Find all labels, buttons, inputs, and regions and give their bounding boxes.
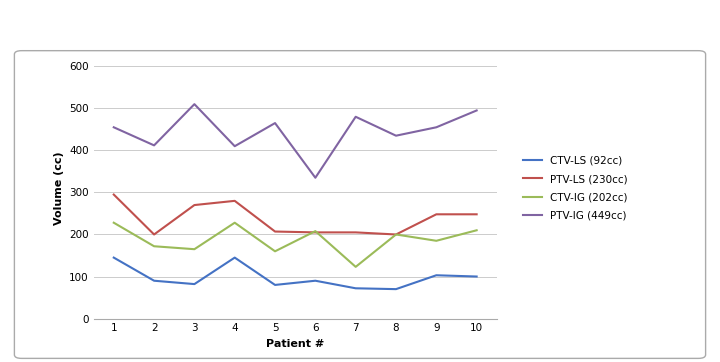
PTV-LS (230cc) <box>351 230 360 235</box>
PTV-IG (449cc) <box>472 108 481 113</box>
CTV-IG (202cc) <box>392 232 400 237</box>
PTV-LS (230cc) <box>311 230 320 235</box>
CTV-IG (202cc) <box>351 265 360 269</box>
PTV-LS (230cc) <box>109 192 118 197</box>
CTV-LS (92cc) <box>190 282 199 286</box>
CTV-IG (202cc) <box>109 220 118 225</box>
CTV-IG (202cc) <box>230 220 239 225</box>
CTV-IG (202cc) <box>432 239 441 243</box>
CTV-LS (92cc) <box>392 287 400 291</box>
PTV-IG (449cc) <box>392 134 400 138</box>
PTV-LS (230cc) <box>271 230 279 234</box>
PTV-IG (449cc) <box>271 121 279 125</box>
Line: PTV-IG (449cc): PTV-IG (449cc) <box>114 104 477 178</box>
CTV-LS (92cc) <box>230 256 239 260</box>
Line: CTV-IG (202cc): CTV-IG (202cc) <box>114 223 477 267</box>
CTV-IG (202cc) <box>271 249 279 253</box>
Y-axis label: Volume (cc): Volume (cc) <box>53 151 63 225</box>
Line: CTV-LS (92cc): CTV-LS (92cc) <box>114 258 477 289</box>
CTV-LS (92cc) <box>472 274 481 279</box>
CTV-IG (202cc) <box>190 247 199 251</box>
PTV-IG (449cc) <box>351 115 360 119</box>
CTV-LS (92cc) <box>150 278 158 283</box>
X-axis label: Patient #: Patient # <box>266 339 324 349</box>
PTV-LS (230cc) <box>150 232 158 237</box>
PTV-LS (230cc) <box>392 232 400 237</box>
PTV-LS (230cc) <box>432 212 441 216</box>
CTV-LS (92cc) <box>109 256 118 260</box>
CTV-IG (202cc) <box>311 229 320 233</box>
CTV-IG (202cc) <box>472 228 481 232</box>
CTV-LS (92cc) <box>271 283 279 287</box>
CTV-LS (92cc) <box>351 286 360 290</box>
Line: PTV-LS (230cc): PTV-LS (230cc) <box>114 194 477 235</box>
PTV-LS (230cc) <box>472 212 481 216</box>
PTV-LS (230cc) <box>230 199 239 203</box>
PTV-IG (449cc) <box>150 143 158 148</box>
CTV-LS (92cc) <box>311 278 320 283</box>
PTV-IG (449cc) <box>432 125 441 130</box>
PTV-IG (449cc) <box>230 144 239 148</box>
PTV-IG (449cc) <box>311 176 320 180</box>
Legend: CTV-LS (92cc), PTV-LS (230cc), CTV-IG (202cc), PTV-IG (449cc): CTV-LS (92cc), PTV-LS (230cc), CTV-IG (2… <box>518 151 634 226</box>
PTV-LS (230cc) <box>190 203 199 207</box>
CTV-LS (92cc) <box>432 273 441 277</box>
PTV-IG (449cc) <box>109 125 118 130</box>
PTV-IG (449cc) <box>190 102 199 106</box>
CTV-IG (202cc) <box>150 244 158 248</box>
